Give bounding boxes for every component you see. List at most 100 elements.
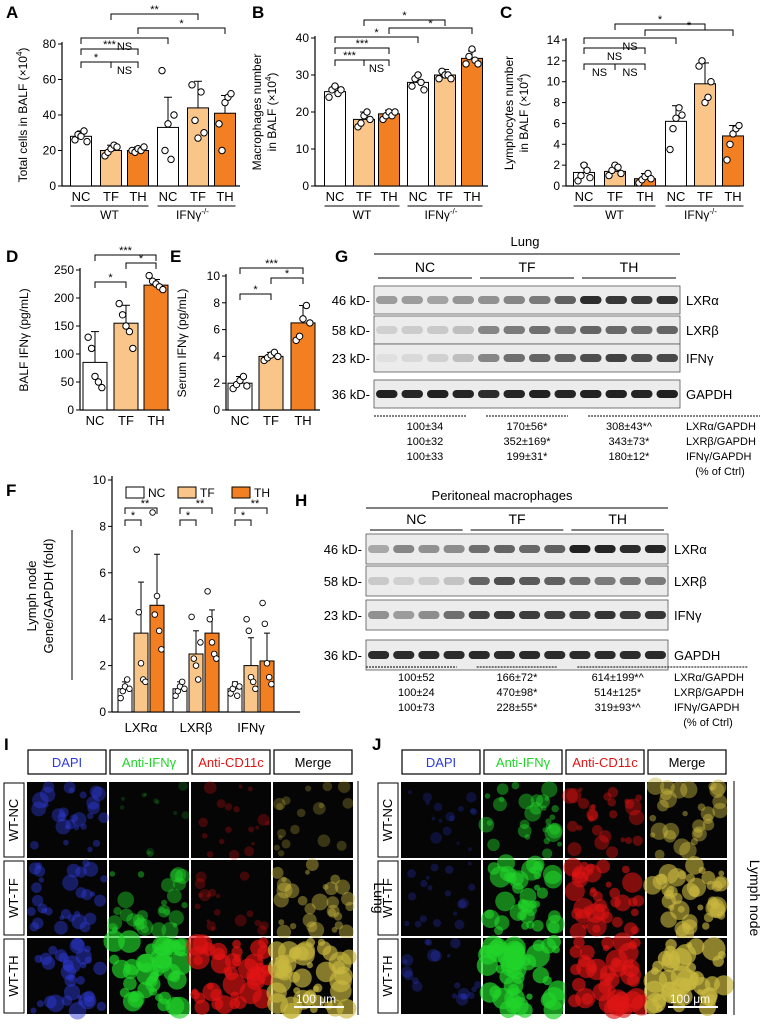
- fluorescence-spot: [259, 921, 269, 931]
- y-axis-label-line2: in BALF (×10: [517, 82, 531, 153]
- fluorescence-spot: [606, 994, 629, 1016]
- y-axis-label: Serum IFNγ (pg/mL): [175, 289, 189, 398]
- blot-band: [393, 611, 415, 619]
- fluorescence-spot: [215, 893, 221, 899]
- fluorescence-spot: [141, 792, 147, 798]
- fluorescence-spot: [46, 994, 65, 1013]
- y-axis-label-text: Total cells in BALF (×10: [16, 56, 30, 183]
- data-point: [84, 333, 92, 341]
- fluorescence-spot: [430, 950, 442, 962]
- fluorescence-spot: [676, 989, 686, 999]
- fluorescence-spot: [677, 905, 685, 913]
- blot-strip: [373, 315, 681, 345]
- x-tick-label: IFNγ: [237, 720, 265, 735]
- fluorescence-spot: [545, 818, 552, 825]
- significance-bracket: [80, 37, 169, 44]
- fluorescence-spot: [444, 890, 452, 897]
- lane-group-label: TF: [518, 259, 535, 275]
- significance-label: *: [402, 10, 407, 22]
- quant-label: LXRβ/GAPDH: [686, 436, 756, 448]
- fluorescence-spot: [458, 898, 469, 909]
- fluorescence-spot: [169, 868, 184, 883]
- fluorescence-spot: [161, 899, 168, 906]
- quant-value: 514±125*: [594, 687, 642, 699]
- data-point: [155, 627, 163, 635]
- fluorescence-spot: [71, 812, 87, 827]
- y-tick-label: 0: [302, 179, 309, 193]
- fluorescence-spot: [571, 865, 590, 884]
- data-point: [707, 78, 715, 86]
- fluorescence-spot: [163, 908, 171, 916]
- fluorescence-spot: [521, 922, 530, 930]
- fluorescence-spot: [517, 824, 532, 838]
- fluorescence-spot: [304, 903, 316, 915]
- kd-label: 58 kD-: [324, 574, 362, 589]
- blot-band: [544, 611, 566, 619]
- fluorescence-spot: [460, 993, 468, 1000]
- lane-group-label: TH: [620, 259, 639, 275]
- fluorescence-spot: [170, 867, 187, 883]
- fluorescence-spot: [704, 994, 717, 1007]
- fluorescence-spot: [609, 887, 621, 899]
- blot-strip: [373, 343, 681, 373]
- fluorescence-spot: [324, 881, 339, 896]
- fluorescence-spot: [276, 877, 292, 892]
- channel-header-box: [273, 749, 353, 775]
- fluorescence-spot: [136, 919, 154, 936]
- fluorescence-spot: [487, 838, 500, 852]
- fluorescence-spot: [75, 866, 87, 878]
- significance-label: NS: [622, 41, 637, 53]
- fluorescence-spot: [587, 810, 599, 822]
- blot-band: [580, 326, 602, 334]
- bar: [143, 284, 169, 411]
- fluorescence-spot: [654, 849, 665, 860]
- fluorescence-spot: [230, 991, 240, 1001]
- y-axis-label: BALF IFNγ (pg/mL): [17, 288, 31, 391]
- fluorescence-spot: [153, 798, 159, 804]
- row-label-box: [3, 938, 25, 1014]
- fluorescence-spot: [161, 921, 179, 940]
- fluorescence-spot: [334, 879, 351, 895]
- fluorescence-spot: [624, 798, 630, 804]
- fluorescence-spot: [30, 840, 39, 850]
- fluorescence-spot: [403, 970, 414, 981]
- fluorescence-spot: [302, 913, 317, 928]
- fluorescence-spot: [38, 877, 45, 883]
- fluorescence-spot: [281, 876, 287, 883]
- significance-label: *: [139, 253, 144, 265]
- blot-band: [519, 611, 541, 619]
- blot-title: Lung: [511, 234, 540, 249]
- fluorescence-spot: [201, 832, 208, 839]
- fluorescence-spot: [147, 851, 154, 858]
- x-tick-label: TH: [724, 189, 741, 204]
- fluorescence-spot: [166, 888, 182, 904]
- fluorescence-spot: [334, 921, 344, 930]
- fluorescence-spot: [486, 940, 509, 963]
- fluorescence-spot: [442, 826, 452, 836]
- channel-header-box: [483, 749, 563, 775]
- fluorescence-spot: [511, 781, 520, 790]
- fluorescence-spot: [244, 846, 255, 857]
- fluorescence-spot: [32, 917, 44, 930]
- kd-label: 23 kD-: [332, 351, 370, 366]
- fluorescence-spot: [673, 838, 691, 856]
- significance-bracket: [80, 48, 139, 55]
- fluorescence-spot: [277, 828, 287, 838]
- x-tick-label: NC: [575, 189, 594, 204]
- fluorescence-spot: [306, 962, 313, 969]
- fluorescence-spot: [137, 871, 145, 878]
- group-label: IFNγ-/-: [425, 207, 458, 222]
- fluorescence-spot: [536, 887, 548, 899]
- data-point: [188, 613, 195, 621]
- data-point: [126, 685, 133, 693]
- x-tick-label: NC: [326, 189, 345, 204]
- quant-value: 100±24: [398, 687, 435, 699]
- blot-band: [468, 651, 490, 659]
- fluorescence-spot: [58, 807, 69, 818]
- fluorescence-spot: [519, 819, 530, 830]
- quant-value: 308±43*^: [606, 421, 653, 433]
- blot-band: [418, 651, 440, 659]
- fluorescence-spot: [562, 788, 578, 804]
- fluorescence-spot: [541, 781, 558, 798]
- fluorescence-spot: [454, 982, 461, 989]
